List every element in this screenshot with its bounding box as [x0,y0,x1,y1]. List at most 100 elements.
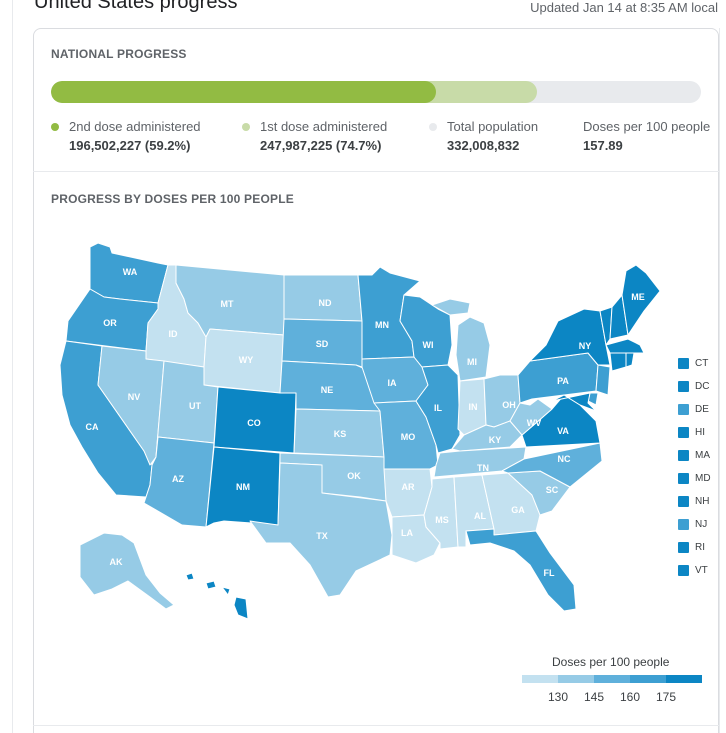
label-GA: GA [511,505,525,515]
label-KY: KY [489,435,502,445]
small-state-NJ[interactable]: NJ [678,513,711,536]
label-PA: PA [557,376,569,386]
label-WI: WI [423,340,434,350]
stat-value: 196,502,227 (59.2%) [69,138,191,153]
label-OR: OR [103,318,117,328]
label-ND: ND [319,298,332,308]
swatch-icon [678,473,689,484]
small-state-label: VT [695,565,708,576]
updated-timestamp: Updated Jan 14 at 8:35 AM local [530,0,718,15]
stat-label: 1st dose administered [260,119,388,134]
state-IL [415,364,461,454]
state-FL [465,528,577,612]
map-section-title: PROGRESS BY DOSES PER 100 PEOPLE [51,192,294,206]
label-WY: WY [239,355,254,365]
state-TX [249,462,393,598]
state-NJ [595,364,611,396]
scale-segment [558,675,594,683]
right-border [719,28,720,733]
swatch-icon [678,565,689,576]
label-AK: AK [110,557,123,567]
label-OK: OK [347,471,361,481]
state-HI [185,572,249,620]
label-MI: MI [467,357,477,367]
small-state-CT[interactable]: CT [678,352,711,375]
scale-title: Doses per 100 people [552,655,670,669]
label-IL: IL [434,403,443,413]
swatch-icon [678,542,689,553]
label-MS: MS [435,515,449,525]
second-dose-fill [51,81,436,103]
scale-segment [522,675,558,683]
label-WV: WV [527,418,542,428]
us-choropleth-map: WA OR CA ID NV MT WY UT AZ CO NM ND SD N… [59,242,661,620]
population-dot-icon [429,122,437,131]
stat-first-dose: 1st dose administered 247,987,225 (74.7%… [242,119,387,153]
label-SC: SC [546,485,559,495]
label-AL: AL [474,511,486,521]
scale-segment [594,675,630,683]
small-state-label: HI [695,427,705,438]
label-IN: IN [469,402,478,412]
state-MD [551,392,597,412]
color-scale [522,675,702,683]
state-MA [605,338,645,354]
small-state-MD[interactable]: MD [678,467,711,490]
small-state-DC[interactable]: DC [678,375,711,398]
stat-label: Total population [447,119,539,134]
scale-tick: 130 [547,690,569,704]
state-NC [501,442,603,488]
label-MT: MT [221,299,234,309]
small-state-HI[interactable]: HI [678,421,711,444]
label-CO: CO [247,418,261,428]
label-FL: FL [544,568,555,578]
scale-tick: 175 [655,690,677,704]
small-state-MA[interactable]: MA [678,444,711,467]
label-ID: ID [169,329,179,339]
small-state-NH[interactable]: NH [678,490,711,513]
swatch-icon [678,358,689,369]
small-state-label: RI [695,542,705,553]
state-AK [79,532,175,610]
label-NC: NC [558,454,571,464]
state-TN [433,446,527,478]
small-state-label: MD [695,473,711,484]
label-NM: NM [236,482,250,492]
stat-value: 247,987,225 (74.7%) [260,138,382,153]
national-progress-title: NATIONAL PROGRESS [51,47,187,61]
label-WA: WA [123,267,138,277]
label-KS: KS [334,429,347,439]
label-OH: OH [502,400,516,410]
state-labels: WA OR CA ID NV MT WY UT AZ CO NM ND SD N… [86,267,645,578]
stat-label: 2nd dose administered [69,119,201,134]
small-state-VT[interactable]: VT [678,559,711,582]
label-LA: LA [401,528,413,538]
label-VA: VA [557,426,569,436]
stat-second-dose: 2nd dose administered 196,502,227 (59.2%… [51,119,201,153]
swatch-icon [678,381,689,392]
label-CA: CA [86,422,99,432]
state-WV [509,398,553,436]
label-UT: UT [189,401,201,411]
progress-bar [51,81,701,103]
label-SD: SD [316,339,329,349]
small-state-label: NJ [695,519,708,530]
stat-label: Doses per 100 people [583,119,711,134]
label-NE: NE [321,385,334,395]
swatch-icon [678,519,689,530]
label-TN: TN [477,463,489,473]
swatch-icon [678,427,689,438]
state-ME [621,264,661,336]
swatch-icon [678,496,689,507]
scale-segment [630,675,666,683]
small-state-label: DC [695,381,710,392]
small-state-RI[interactable]: RI [678,536,711,559]
state-CT [609,352,627,372]
swatch-icon [678,404,689,415]
state-RI [625,352,635,368]
label-MN: MN [375,320,389,330]
page-title: United States progress [34,0,238,13]
scale-tick: 145 [583,690,605,704]
small-state-DE[interactable]: DE [678,398,711,421]
scale-tick: 160 [619,690,641,704]
